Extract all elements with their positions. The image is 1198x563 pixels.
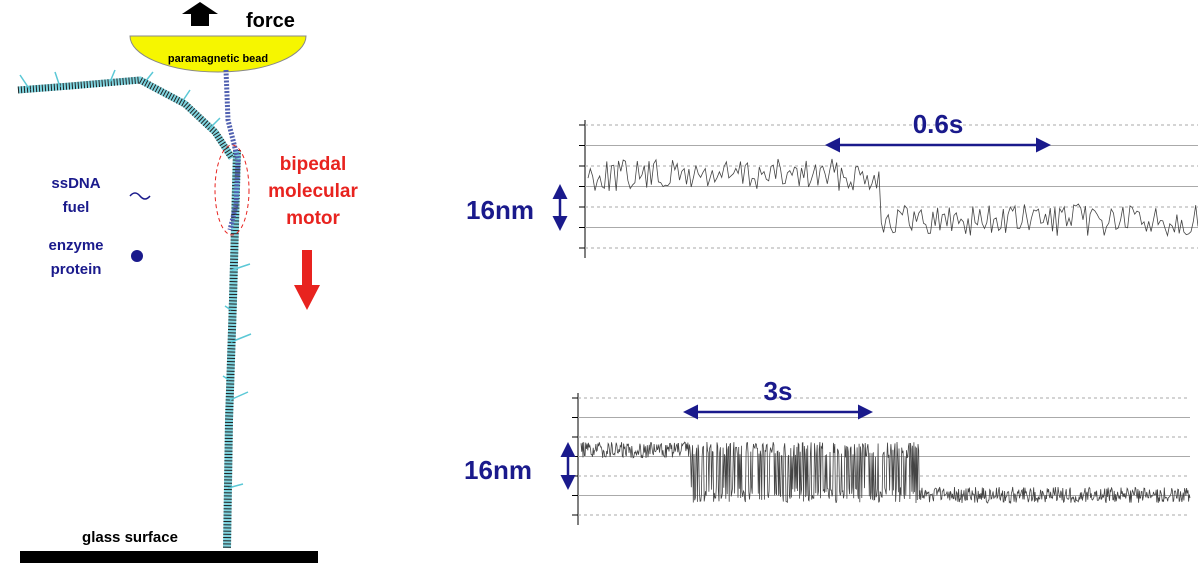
traces: 0.6s 16nm 3s 16nm	[464, 109, 1198, 525]
surface-label: glass surface	[82, 529, 178, 546]
figure: force paramagnetic bead bipedalmolecular…	[0, 0, 1198, 563]
bead-label: paramagnetic bead	[168, 53, 268, 65]
motor-direction-arrow	[294, 250, 320, 310]
fuel-icon	[130, 193, 150, 199]
force-arrow	[182, 2, 218, 26]
enzyme-icon	[131, 250, 143, 262]
glass-surface	[20, 551, 318, 563]
step-scale-label: 16nm	[466, 195, 534, 225]
time-scale-label: 0.6s	[913, 109, 964, 139]
force-label: force	[246, 10, 295, 32]
time-scale-label: 3s	[764, 376, 793, 406]
step-scale-label: 16nm	[464, 455, 532, 485]
trace	[581, 442, 1190, 503]
trace	[588, 159, 1198, 236]
dna-strand	[18, 80, 232, 158]
